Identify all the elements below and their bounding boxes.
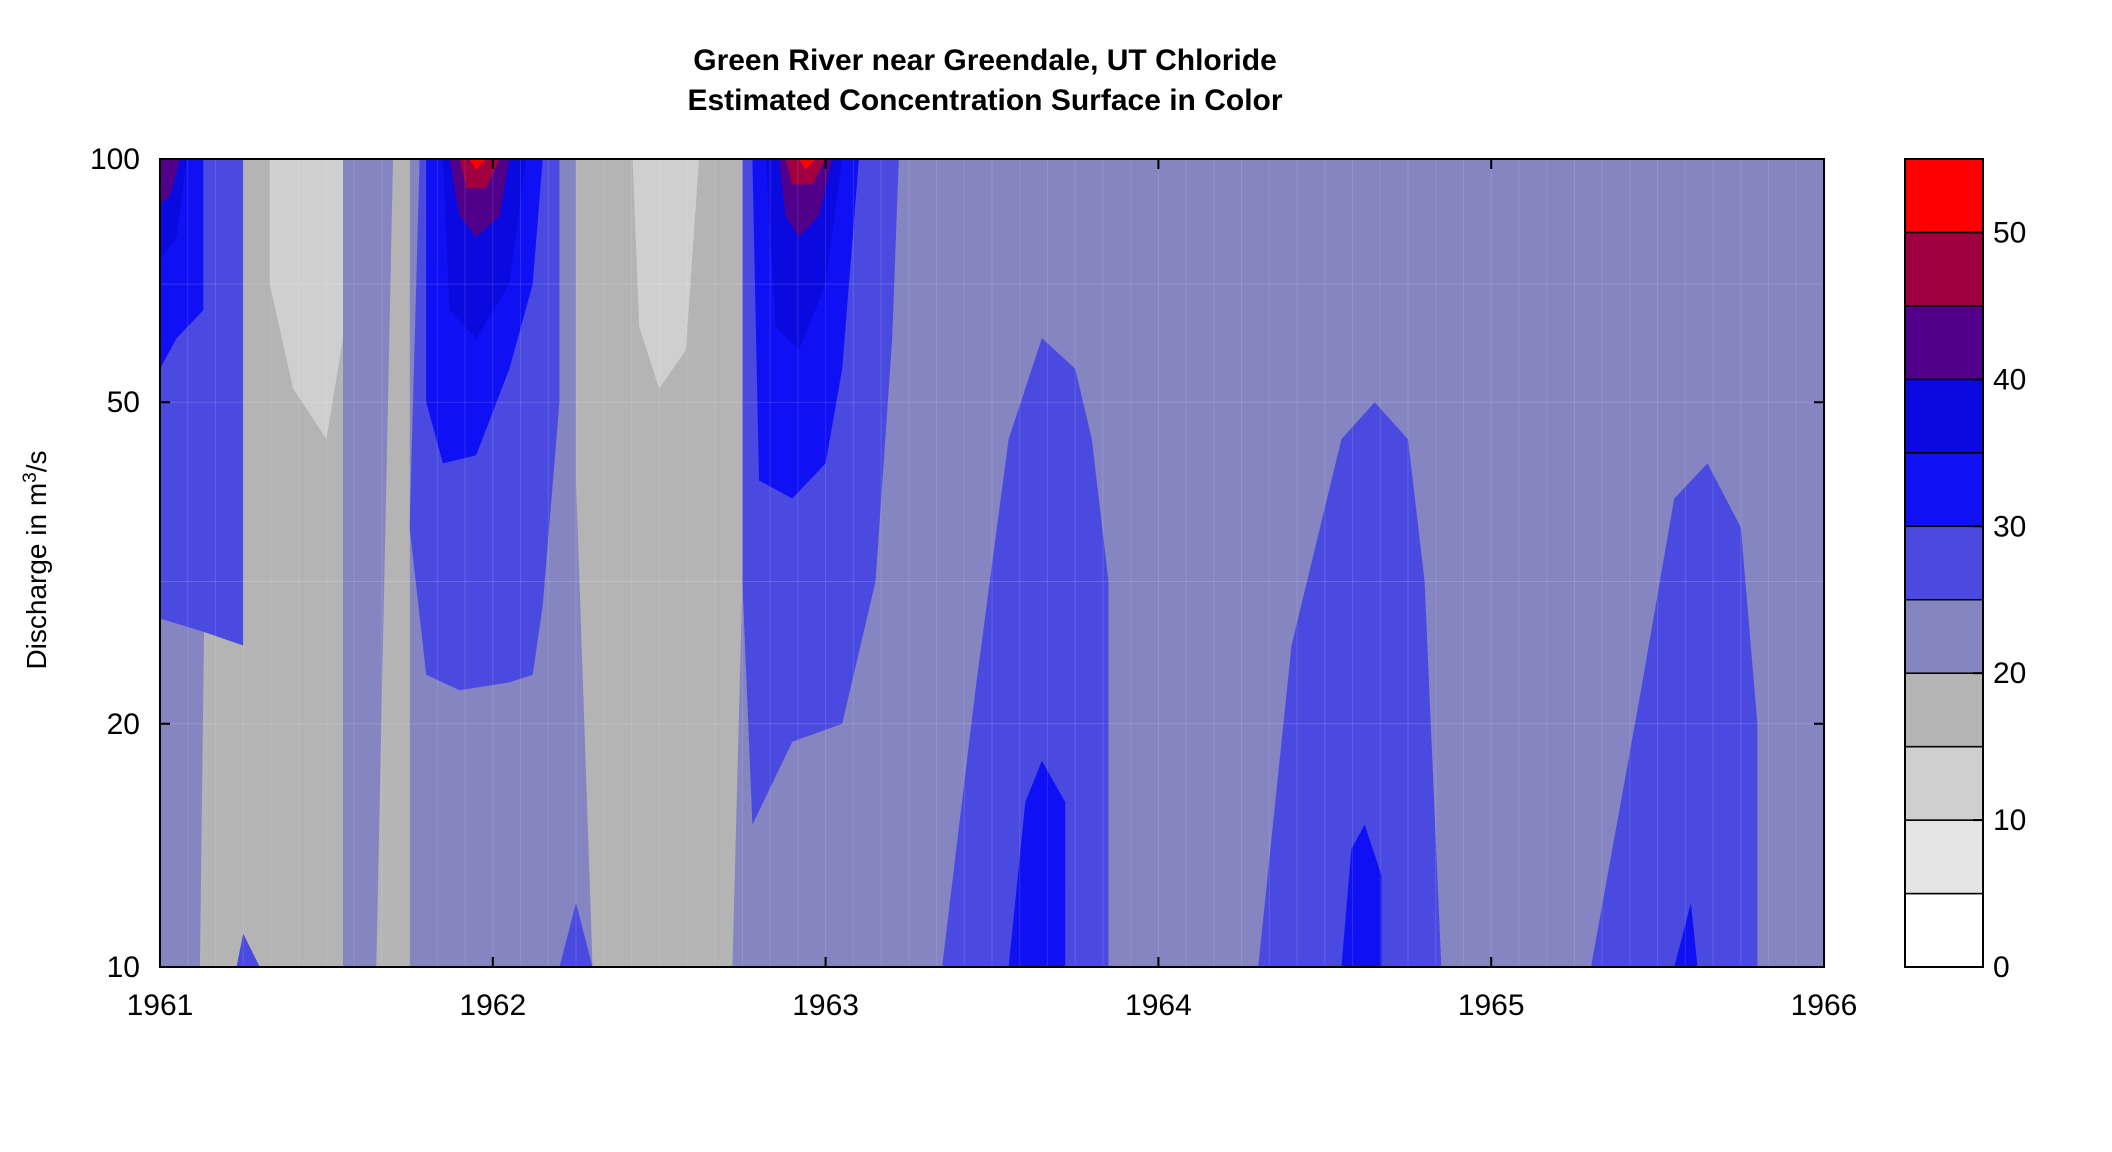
colorbar-swatch	[1904, 305, 1984, 381]
x-tick-label: 1965	[1458, 989, 1525, 1022]
colorbar-swatch	[1904, 892, 1984, 968]
contour-region	[1258, 402, 1442, 967]
y-tick-label: 10	[107, 951, 140, 984]
colorbar: 0 10 20 30 40 50	[1904, 158, 2026, 984]
plot-frame	[159, 158, 1825, 968]
colorbar-swatch	[1904, 819, 1984, 895]
plot-area	[160, 159, 1824, 967]
contour-region	[559, 903, 593, 967]
colorbar-swatch	[1904, 452, 1984, 528]
x-tick-label: 1962	[459, 989, 526, 1022]
colorbar-swatch	[1904, 158, 1984, 234]
y-axis: 10 20 50 100	[90, 143, 1824, 984]
contour-region	[1591, 463, 1758, 967]
colorbar-swatch	[1904, 525, 1984, 601]
contour-region	[160, 159, 180, 204]
chart-subtitle: Estimated Concentration Surface in Color	[687, 84, 1282, 117]
x-tick-label: 1964	[1125, 989, 1192, 1022]
contour-region	[469, 159, 487, 170]
colorbar-swatch	[1904, 378, 1984, 454]
x-tick-label: 1966	[1791, 989, 1858, 1022]
colorbar-tick-label: 20	[1993, 657, 2026, 690]
contour-region	[632, 159, 700, 389]
colorbar-swatch	[1904, 672, 1984, 748]
y-tick-label: 50	[107, 386, 140, 419]
contour-region	[459, 159, 500, 189]
chart-title: Green River near Greendale, UT Chloride	[693, 44, 1277, 77]
colorbar-swatch	[1904, 598, 1984, 674]
colorbar-tick-label: 0	[1993, 951, 2010, 984]
contour-region	[785, 159, 826, 185]
contour-region	[1008, 760, 1066, 967]
contour-surface	[160, 159, 1824, 967]
y-axis-label: Discharge in m3/s	[20, 450, 52, 669]
plot-border	[159, 158, 1825, 968]
colorbar-tick-label: 50	[1993, 216, 2026, 249]
colorbar-border	[1904, 158, 1984, 968]
contour-region	[236, 933, 260, 967]
x-tick-label: 1963	[792, 989, 859, 1022]
colorbar-swatch	[1904, 745, 1984, 821]
grid-lines	[159, 159, 1825, 967]
contour-region	[799, 159, 816, 170]
contour-region	[1674, 903, 1698, 967]
contour-region	[1341, 824, 1382, 967]
colorbar-tick-label: 30	[1993, 510, 2026, 543]
contour-region	[376, 159, 410, 967]
x-axis: 1961 1962 1963 1964 1965 1966	[127, 159, 1858, 1022]
contour-region	[269, 159, 343, 440]
colorbar-swatch	[1904, 231, 1984, 307]
y-tick-label: 100	[90, 143, 140, 176]
y-tick-label: 20	[107, 708, 140, 741]
x-tick-label: 1961	[127, 989, 194, 1022]
colorbar-tick-label: 10	[1993, 804, 2026, 837]
colorbar-tick-label: 40	[1993, 363, 2026, 396]
contour-region	[576, 159, 759, 967]
contour-region	[942, 338, 1109, 967]
